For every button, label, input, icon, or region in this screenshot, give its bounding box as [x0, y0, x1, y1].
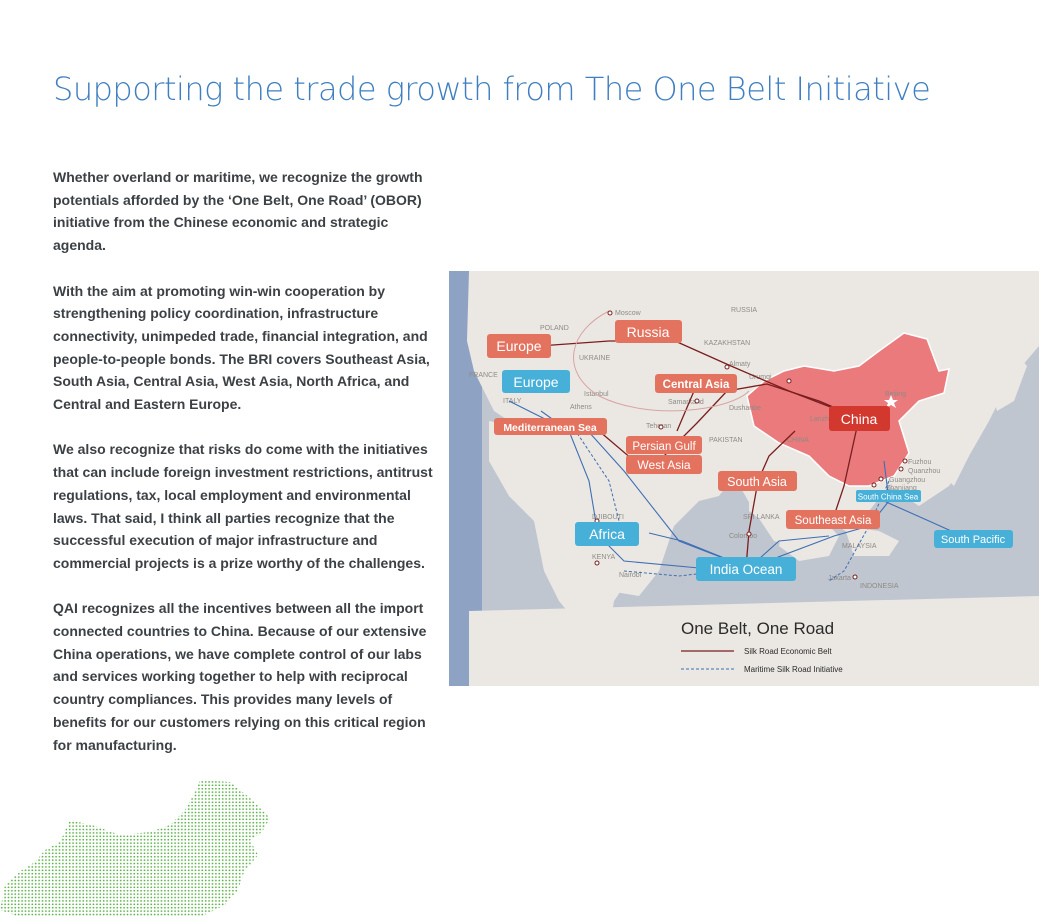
- obor-map: Moscow RUSSIA POLAND UKRAINE KAZAKHSTAN …: [449, 271, 1039, 686]
- place-russia: RUSSIA: [731, 307, 757, 314]
- place-italy: ITALY: [503, 398, 522, 405]
- legend-sea-label: Maritime Silk Road Initiative: [744, 665, 843, 674]
- svg-text:South Pacific: South Pacific: [941, 534, 1006, 546]
- legend-land-label: Silk Road Economic Belt: [744, 647, 832, 656]
- sea-label-europe: Europe: [502, 370, 570, 393]
- dotted-china-graphic: [0, 780, 270, 917]
- place-zhanjiang: Zhanjiang: [886, 485, 917, 492]
- place-moscow: Moscow: [615, 310, 642, 317]
- place-almaty: Almaty: [729, 361, 751, 368]
- place-ukraine: UKRAINE: [579, 355, 610, 362]
- place-colombo: Colombo: [729, 533, 757, 540]
- land-label-south-asia: South Asia: [718, 471, 797, 491]
- svg-text:Africa: Africa: [589, 526, 625, 542]
- svg-text:West Asia: West Asia: [637, 458, 690, 472]
- place-china: CHINA: [787, 437, 809, 444]
- land-label-china: China: [829, 406, 890, 431]
- place-athens: Athens: [570, 404, 592, 411]
- svg-text:Southeast Asia: Southeast Asia: [795, 515, 872, 527]
- place-pakistan: PAKISTAN: [709, 437, 743, 444]
- land-label-central-asia: Central Asia: [655, 374, 737, 393]
- land-label-southeast-asia: Southeast Asia: [786, 510, 880, 529]
- svg-text:Mediterranean Sea: Mediterranean Sea: [503, 422, 597, 434]
- land-label-europe: Europe: [487, 334, 551, 358]
- svg-text:India Ocean: India Ocean: [710, 562, 783, 577]
- place-nairobi: Nairobi: [619, 572, 642, 579]
- svg-text:Europe: Europe: [513, 374, 558, 390]
- beijing-star-icon: [884, 395, 898, 408]
- sea-label-india-ocean: India Ocean: [696, 557, 796, 581]
- place-jakarta: Jakarta: [828, 575, 851, 582]
- place-samarkand: Samarkand: [668, 399, 704, 406]
- svg-text:South China Sea: South China Sea: [858, 493, 919, 502]
- sea-label-south-china-sea: South China Sea: [856, 490, 921, 502]
- place-fuzhou: Fuzhou: [908, 459, 931, 466]
- place-djibouti: DJIBOUTI: [592, 514, 624, 521]
- svg-text:Russia: Russia: [627, 324, 670, 340]
- place-dushanbe: Dushanbe: [729, 405, 761, 412]
- page-title: Supporting the trade growth from The One…: [53, 70, 931, 108]
- legend-title: One Belt, One Road: [681, 619, 834, 638]
- paragraph-risks: We also recognize that risks do come wit…: [53, 441, 433, 571]
- place-lanzhou: Lanzhou: [810, 416, 837, 423]
- svg-text:Europe: Europe: [496, 338, 541, 354]
- paragraph-intro: Whether overland or maritime, we recogni…: [53, 169, 423, 254]
- place-kenya: KENYA: [592, 554, 616, 561]
- historic-route-arc: [573, 310, 750, 412]
- place-malaysia: MALAYSIA: [842, 543, 877, 550]
- place-france: FRANCE: [469, 372, 498, 379]
- map-legend: One Belt, One Road Silk Road Economic Be…: [681, 619, 843, 674]
- place-kazakhstan: KAZAKHSTAN: [704, 340, 750, 347]
- land-label-russia: Russia: [615, 320, 682, 343]
- place-indonesia: INDONESIA: [860, 583, 899, 590]
- place-quanzhou: Quanzhou: [908, 468, 940, 475]
- port-dots: [594, 310, 908, 580]
- sea-label-africa: Africa: [575, 522, 639, 546]
- svg-text:China: China: [841, 411, 878, 427]
- place-beijing: Beijing: [885, 391, 906, 398]
- land-label-west-asia: West Asia: [626, 455, 702, 474]
- paragraph-cooperation: With the aim at promoting win-win cooper…: [53, 282, 430, 413]
- svg-text:Persian Gulf: Persian Gulf: [632, 441, 696, 453]
- place-poland: POLAND: [540, 325, 569, 332]
- land-label-mediterranean: Mediterranean Sea: [494, 418, 607, 435]
- place-urumqi: Urumqi: [749, 374, 772, 381]
- place-guangzhou: Guangzhou: [889, 477, 925, 484]
- paragraph-qai: QAI recognizes all the incentives betwee…: [53, 600, 427, 753]
- land-label-persian-gulf: Persian Gulf: [626, 436, 702, 454]
- sea-label-south-pacific: South Pacific: [934, 530, 1013, 548]
- body-text: Whether overland or maritime, we recogni…: [53, 166, 435, 779]
- svg-text:Central Asia: Central Asia: [663, 379, 730, 391]
- place-sri-lanka: SRI LANKA: [743, 514, 780, 521]
- svg-text:South Asia: South Asia: [727, 475, 787, 489]
